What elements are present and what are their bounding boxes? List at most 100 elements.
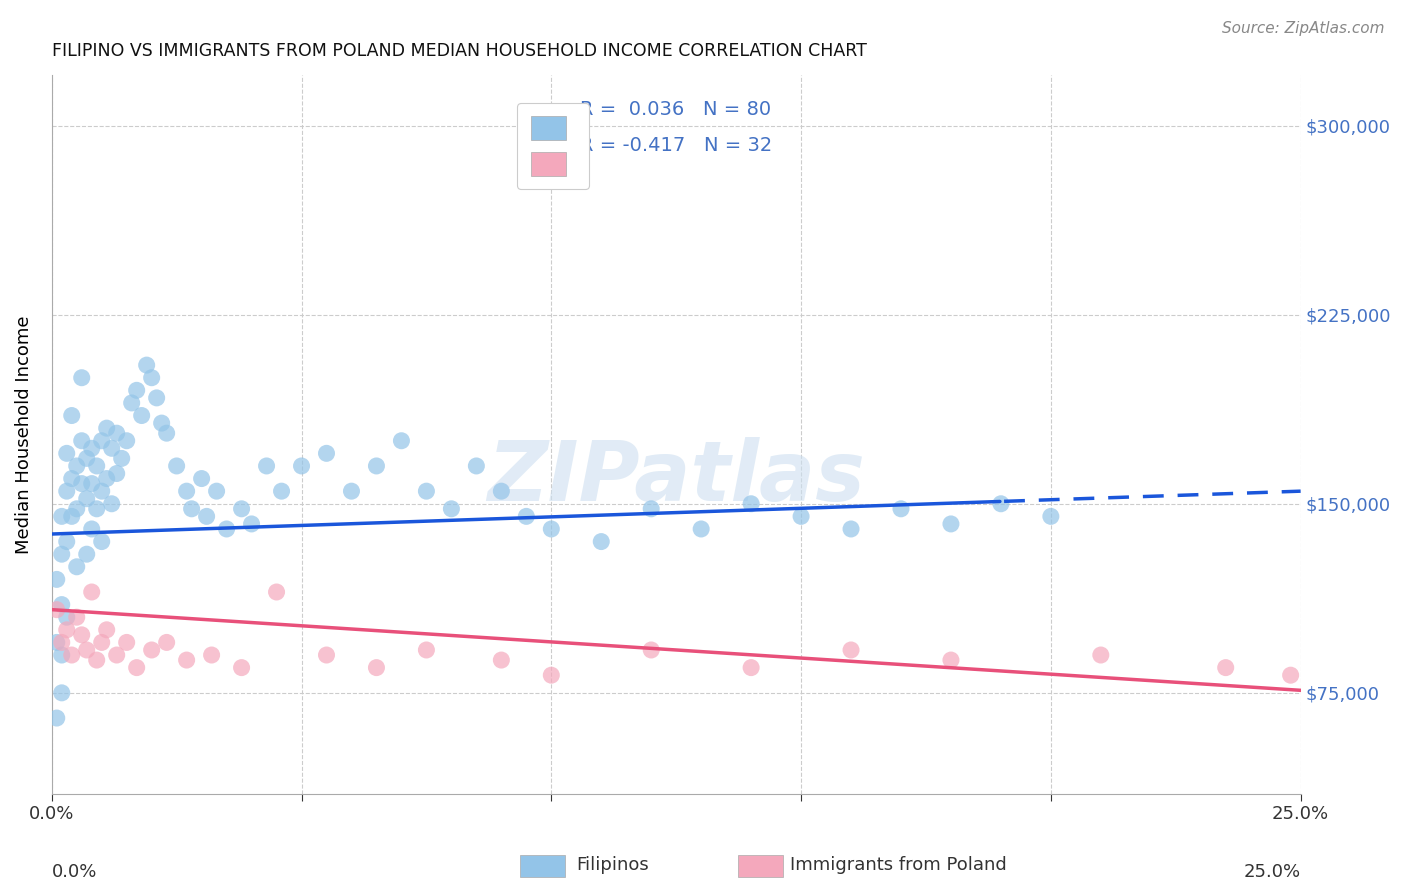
Point <box>115 635 138 649</box>
Point <box>201 648 224 662</box>
Point <box>90 534 112 549</box>
Point <box>190 471 212 485</box>
Point <box>111 451 134 466</box>
Point <box>266 585 288 599</box>
Point <box>366 660 388 674</box>
Point <box>76 451 98 466</box>
Point <box>76 547 98 561</box>
Point <box>591 534 613 549</box>
Point <box>55 534 77 549</box>
Point <box>66 610 89 624</box>
Point <box>90 635 112 649</box>
Point <box>80 585 103 599</box>
Legend: , : , <box>517 103 589 189</box>
Text: Filipinos: Filipinos <box>576 856 650 874</box>
Point <box>180 501 202 516</box>
Point <box>290 458 312 473</box>
Text: Immigrants from Poland: Immigrants from Poland <box>790 856 1007 874</box>
Point <box>150 416 173 430</box>
Point <box>96 421 118 435</box>
Point <box>121 396 143 410</box>
Point <box>465 458 488 473</box>
Point <box>156 426 179 441</box>
Point <box>491 484 513 499</box>
Point <box>141 643 163 657</box>
Point <box>440 501 463 516</box>
Point <box>131 409 153 423</box>
Point <box>45 573 67 587</box>
Point <box>1039 509 1062 524</box>
Point <box>195 509 218 524</box>
Point <box>86 458 108 473</box>
Point <box>51 509 73 524</box>
Point <box>80 476 103 491</box>
Point <box>80 522 103 536</box>
Point <box>66 458 89 473</box>
Point <box>115 434 138 448</box>
Point <box>45 711 67 725</box>
Point <box>415 643 437 657</box>
Point <box>890 501 912 516</box>
Point <box>270 484 292 499</box>
Point <box>740 660 762 674</box>
Point <box>640 501 662 516</box>
Point <box>45 602 67 616</box>
Point <box>1215 660 1237 674</box>
Point <box>145 391 167 405</box>
Point <box>100 497 122 511</box>
Point <box>96 623 118 637</box>
Point <box>90 434 112 448</box>
Point <box>55 610 77 624</box>
Point <box>166 458 188 473</box>
Text: 0.0%: 0.0% <box>52 863 97 881</box>
Point <box>86 501 108 516</box>
Point <box>215 522 238 536</box>
Point <box>86 653 108 667</box>
Text: ZIPatlas: ZIPatlas <box>488 437 865 518</box>
Point <box>839 643 862 657</box>
Point <box>70 628 93 642</box>
Point <box>105 426 128 441</box>
Point <box>51 598 73 612</box>
Point <box>60 509 83 524</box>
Point <box>125 384 148 398</box>
Point <box>96 471 118 485</box>
Point <box>60 471 83 485</box>
Point <box>51 686 73 700</box>
Point <box>66 559 89 574</box>
Point <box>125 660 148 674</box>
Text: Source: ZipAtlas.com: Source: ZipAtlas.com <box>1222 21 1385 36</box>
Point <box>415 484 437 499</box>
Point <box>205 484 228 499</box>
Point <box>51 635 73 649</box>
Point <box>176 484 198 499</box>
Point <box>55 484 77 499</box>
Point <box>90 484 112 499</box>
Point <box>939 516 962 531</box>
Point <box>60 648 83 662</box>
Point <box>740 497 762 511</box>
Point <box>690 522 713 536</box>
Point <box>70 476 93 491</box>
Point <box>100 442 122 456</box>
Point <box>340 484 363 499</box>
Point <box>640 643 662 657</box>
Point <box>60 409 83 423</box>
Point <box>66 501 89 516</box>
Point <box>1090 648 1112 662</box>
Point <box>540 668 562 682</box>
Point <box>70 434 93 448</box>
Point <box>540 522 562 536</box>
Point <box>491 653 513 667</box>
Point <box>176 653 198 667</box>
Point <box>51 648 73 662</box>
Point <box>839 522 862 536</box>
Point <box>790 509 813 524</box>
Text: 25.0%: 25.0% <box>1243 863 1301 881</box>
Point <box>76 643 98 657</box>
Point <box>45 635 67 649</box>
Point <box>55 623 77 637</box>
Point <box>366 458 388 473</box>
Point <box>76 491 98 506</box>
Point <box>391 434 413 448</box>
